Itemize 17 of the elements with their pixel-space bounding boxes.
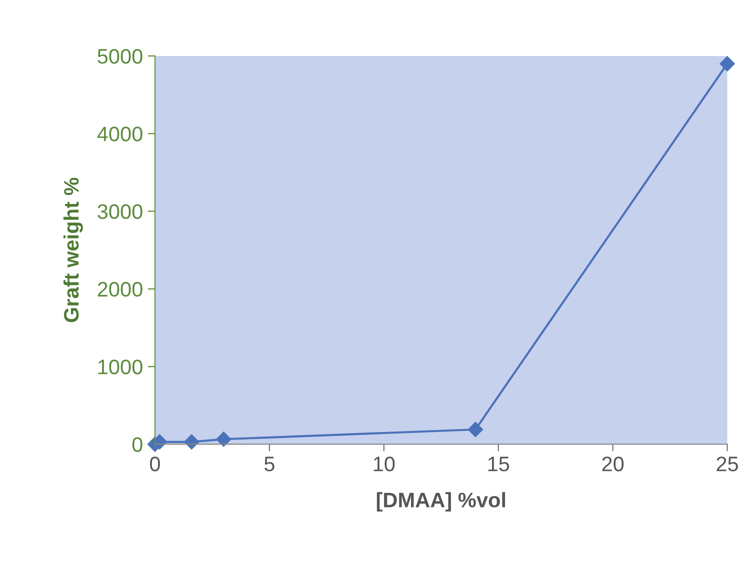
x-tick-label: 0 — [150, 456, 160, 472]
y-tick-label: 4000 — [97, 126, 142, 142]
y-tick-label: 2000 — [98, 282, 142, 297]
y-axis-title: Graft weight % — [63, 178, 83, 322]
x-tick-label: 10 — [374, 456, 395, 472]
y-tick-label: 3000 — [98, 204, 142, 220]
x-axis-title: [DMAA] %vol — [376, 492, 506, 512]
y-tick-label: 1000 — [98, 360, 142, 374]
x-tick-label: 25 — [716, 456, 738, 472]
y-tick-label: 5000 — [98, 48, 142, 64]
x-tick-label: 5 — [264, 456, 274, 472]
x-tick-label: 20 — [602, 456, 624, 472]
point — [216, 432, 232, 447]
y-tick-label: 0 — [132, 437, 142, 452]
point — [468, 422, 484, 438]
x-tick-label: 15 — [488, 456, 510, 472]
point — [720, 56, 735, 72]
